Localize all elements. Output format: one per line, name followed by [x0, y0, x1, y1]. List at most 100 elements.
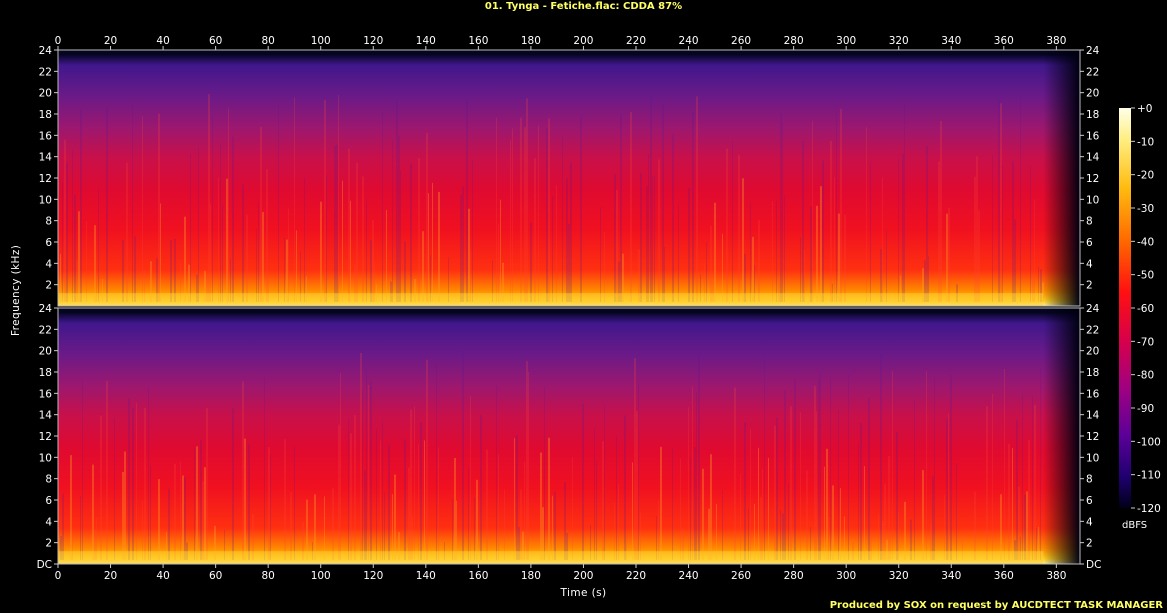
x-tick-label-top: 280: [784, 35, 804, 47]
y-tick-label-right: 4: [1086, 258, 1093, 270]
colorbar-unit-label: dBFS: [1122, 520, 1148, 531]
spectrogram-base: [58, 308, 1080, 564]
y-tick-label: 22: [39, 324, 52, 336]
y-tick-label: 16: [39, 388, 53, 400]
y-tick-label: 4: [45, 258, 52, 270]
x-axis-label: Time (s): [560, 587, 607, 599]
x-tick-label-top: 80: [261, 35, 274, 47]
x-tick-label: 0: [55, 570, 62, 582]
footer-credit: Produced by SOX on request by AUCDTECT T…: [829, 600, 1163, 611]
x-tick-label: 180: [521, 570, 541, 582]
x-tick-label: 300: [836, 570, 856, 582]
y-tick-label-right: 6: [1086, 495, 1093, 507]
x-tick-label-top: 160: [468, 35, 488, 47]
x-tick-label: 320: [889, 570, 909, 582]
y-tick-label-right: 22: [1086, 324, 1099, 336]
colorbar-tick-label: -110: [1137, 470, 1161, 482]
y-tick-label-right: 22: [1086, 66, 1099, 78]
y-tick-label: 6: [45, 495, 52, 507]
colorbar-tick-label: -40: [1137, 236, 1154, 248]
x-tick-label-top: 140: [416, 35, 436, 47]
colorbar-tick-label: -90: [1137, 403, 1154, 415]
x-tick-label: 220: [626, 570, 646, 582]
y-tick-label: 14: [39, 152, 53, 164]
x-tick-label: 40: [156, 570, 169, 582]
y-tick-label: 14: [39, 410, 53, 422]
y-tick-label: 8: [45, 216, 52, 228]
x-tick-label-top: 340: [941, 35, 961, 47]
colorbar-tick-label: -10: [1137, 136, 1154, 148]
y-tick-label: 12: [39, 431, 52, 443]
y-tick-label: 6: [45, 237, 52, 249]
y-tick-label: 24: [39, 303, 53, 315]
x-tick-label-top: 320: [889, 35, 909, 47]
x-tick-label-top: 60: [209, 35, 222, 47]
x-tick-label: 160: [468, 570, 488, 582]
y-tick-label: DC: [37, 559, 52, 571]
colorbar-tick-label: -20: [1137, 170, 1154, 182]
colorbar-tick-label: -120: [1137, 503, 1161, 515]
x-tick-label: 60: [209, 570, 222, 582]
colorbar-tick-label: -60: [1137, 303, 1154, 315]
y-tick-label-right: 18: [1086, 367, 1099, 379]
x-tick-label-top: 20: [104, 35, 117, 47]
colorbar-tick-label: +0: [1137, 103, 1152, 115]
y-tick-label: 20: [39, 346, 52, 358]
y-tick-label: 22: [39, 66, 52, 78]
x-tick-label-top: 0: [55, 35, 62, 47]
x-tick-label-top: 100: [311, 35, 331, 47]
colorbar-tick-label: -80: [1137, 370, 1154, 382]
x-tick-label-top: 240: [679, 35, 699, 47]
chart-title: 01. Tynga - Fetiche.flac: CDDA 87%: [484, 1, 683, 12]
y-tick-label-right: 6: [1086, 237, 1093, 249]
spectrogram-channel-top: [57, 49, 1081, 307]
low-frequency-band: [58, 551, 1044, 564]
x-tick-label-top: 180: [521, 35, 541, 47]
y-tick-label-right: 2: [1086, 538, 1093, 550]
y-tick-label-right: 20: [1086, 346, 1099, 358]
x-tick-label-top: 300: [836, 35, 856, 47]
x-tick-label-top: 200: [573, 35, 593, 47]
y-tick-label-right: 8: [1086, 474, 1093, 486]
colorbar-gradient: [1119, 108, 1131, 508]
fade-out-region: [1043, 308, 1080, 564]
x-tick-label: 240: [679, 570, 699, 582]
x-tick-label: 100: [311, 570, 331, 582]
y-tick-label-right: 12: [1086, 431, 1099, 443]
lowpass-cutoff-region: [58, 308, 1080, 314]
y-tick-label-right: 16: [1086, 388, 1100, 400]
spectrogram-channel-bottom: [57, 307, 1081, 565]
y-tick-label-right: 14: [1086, 410, 1100, 422]
x-tick-label-top: 380: [1046, 35, 1066, 47]
x-tick-label: 260: [731, 570, 751, 582]
x-tick-label: 200: [573, 570, 593, 582]
x-tick-label: 80: [261, 570, 274, 582]
x-tick-label: 340: [941, 570, 961, 582]
x-tick-label-top: 120: [363, 35, 383, 47]
x-tick-label: 120: [363, 570, 383, 582]
x-tick-label: 380: [1046, 570, 1066, 582]
y-tick-label-right: 4: [1086, 516, 1093, 528]
y-tick-label: 2: [45, 280, 52, 292]
y-tick-label: 18: [39, 109, 52, 121]
colorbar-tick-label: -30: [1137, 203, 1154, 215]
y-tick-label-right: 24: [1086, 45, 1100, 57]
x-tick-label: 280: [784, 570, 804, 582]
y-tick-label: 24: [39, 45, 53, 57]
y-tick-label-right: 24: [1086, 303, 1100, 315]
y-tick-label: 2: [45, 538, 52, 550]
x-tick-label: 140: [416, 570, 436, 582]
y-tick-label-right: DC: [1086, 559, 1101, 571]
colorbar-tick-label: -50: [1137, 270, 1154, 282]
colorbar-tick-label: -100: [1137, 436, 1161, 448]
y-tick-label-right: 12: [1086, 173, 1099, 185]
low-frequency-band: [58, 293, 1044, 306]
y-tick-label: 10: [39, 194, 52, 206]
y-tick-label-right: 8: [1086, 216, 1093, 228]
y-tick-label-right: 2: [1086, 280, 1093, 292]
y-tick-label: 20: [39, 88, 52, 100]
fade-out-region: [1043, 50, 1080, 306]
colorbar-tick-label: -70: [1137, 336, 1154, 348]
y-tick-label-right: 10: [1086, 452, 1099, 464]
y-tick-label-right: 10: [1086, 194, 1099, 206]
